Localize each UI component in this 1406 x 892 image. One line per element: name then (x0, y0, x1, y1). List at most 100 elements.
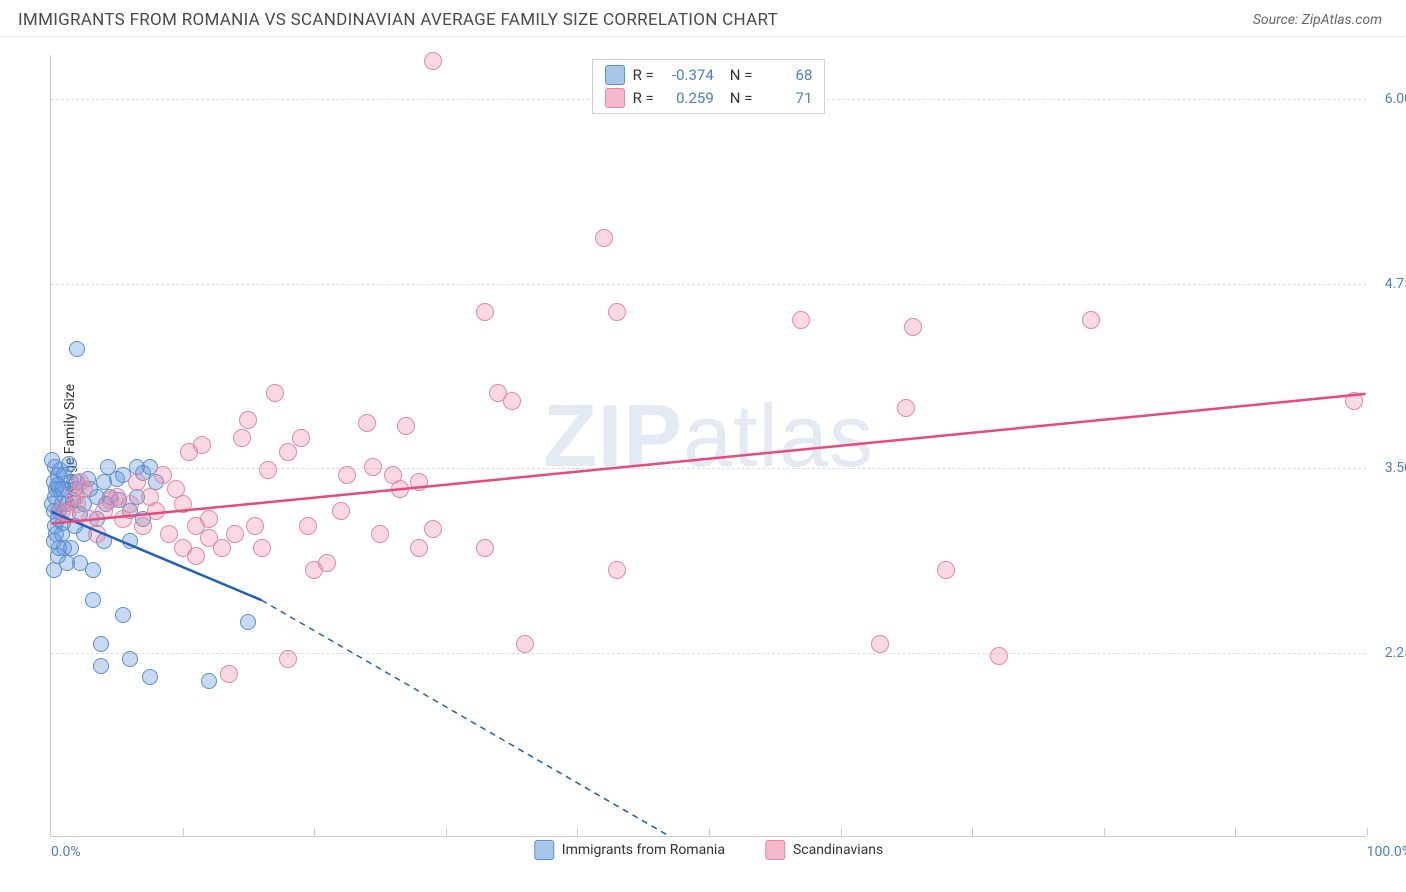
data-point (358, 414, 376, 432)
data-point (476, 539, 494, 557)
legend-item: Immigrants from Romania (534, 840, 725, 860)
data-point (122, 533, 138, 549)
data-point (792, 311, 810, 329)
stats-legend-row: R =-0.374 N =68 (605, 64, 813, 87)
data-point (259, 461, 277, 479)
data-point (85, 562, 101, 578)
x-axis-min: 0.0% (51, 844, 81, 860)
data-point (424, 520, 442, 538)
data-point (213, 539, 231, 557)
data-point (141, 488, 159, 506)
x-tick (841, 828, 842, 836)
data-point (51, 540, 67, 556)
x-tick (1235, 828, 1236, 836)
gridline (51, 284, 1366, 285)
data-point (71, 473, 89, 491)
data-point (201, 673, 217, 689)
data-point (279, 443, 297, 461)
data-point (233, 429, 251, 447)
stats-legend: R =-0.374 N =68 R =0.259 N =71 (592, 59, 826, 114)
data-point (503, 392, 521, 410)
data-point (142, 669, 158, 685)
data-point (220, 665, 238, 683)
data-point (305, 561, 323, 579)
data-point (167, 480, 185, 498)
data-point (1082, 311, 1100, 329)
data-point (240, 614, 256, 630)
data-point (410, 473, 428, 491)
data-point (154, 466, 172, 484)
r-value: -0.374 (662, 64, 714, 87)
data-point (246, 517, 264, 535)
data-point (85, 592, 101, 608)
x-tick (1367, 828, 1368, 836)
data-point (608, 303, 626, 321)
data-point (50, 477, 66, 493)
data-point (871, 635, 889, 653)
data-point (364, 458, 382, 476)
data-point (516, 635, 534, 653)
gridline (51, 653, 1366, 654)
y-tick-label: 6.00 (1385, 91, 1406, 107)
x-tick (577, 828, 578, 836)
stats-legend-row: R =0.259 N =71 (605, 87, 813, 110)
data-point (115, 607, 131, 623)
data-point (279, 650, 297, 668)
page-title: IMMIGRANTS FROM ROMANIA VS SCANDINAVIAN … (18, 10, 778, 30)
data-point (93, 658, 109, 674)
data-point (608, 561, 626, 579)
n-value: 71 (760, 87, 812, 110)
x-tick (1104, 828, 1105, 836)
data-point (58, 505, 76, 523)
data-point (332, 502, 350, 520)
x-tick (446, 828, 447, 836)
gridline (51, 468, 1366, 469)
data-point (397, 417, 415, 435)
trend-lines (51, 55, 1366, 836)
x-tick (314, 828, 315, 836)
data-point (134, 517, 152, 535)
data-point (410, 539, 428, 557)
data-point (88, 525, 106, 543)
data-point (109, 471, 125, 487)
data-point (299, 517, 317, 535)
series-legend: Immigrants from Romania Scandinavians (534, 840, 883, 860)
data-point (476, 303, 494, 321)
y-tick-label: 2.25 (1385, 645, 1406, 661)
data-point (108, 488, 126, 506)
data-point (266, 384, 284, 402)
swatch-icon (765, 840, 785, 860)
data-point (160, 525, 178, 543)
data-point (253, 539, 271, 557)
data-point (904, 318, 922, 336)
data-point (61, 456, 77, 472)
y-tick-label: 3.50 (1385, 460, 1406, 476)
data-point (122, 651, 138, 667)
swatch-icon (534, 840, 554, 860)
x-axis-max: 100.0% (1367, 844, 1406, 860)
legend-item: Scandinavians (765, 840, 883, 860)
data-point (128, 473, 146, 491)
x-tick (972, 828, 973, 836)
data-point (69, 341, 85, 357)
data-point (226, 525, 244, 543)
data-point (338, 466, 356, 484)
x-tick (183, 828, 184, 836)
data-point (93, 636, 109, 652)
swatch-icon (605, 65, 625, 85)
data-point (424, 52, 442, 70)
x-tick (709, 828, 710, 836)
legend-label: Immigrants from Romania (562, 842, 725, 858)
y-tick-label: 4.75 (1385, 276, 1406, 292)
data-point (595, 229, 613, 247)
swatch-icon (605, 88, 625, 108)
data-point (897, 399, 915, 417)
data-point (292, 429, 310, 447)
data-point (1345, 392, 1363, 410)
legend-label: Scandinavians (793, 842, 883, 858)
data-point (371, 525, 389, 543)
scatter-chart: ZIPatlas R =-0.374 N =68 R =0.259 N =71 … (50, 55, 1366, 837)
n-value: 68 (760, 64, 812, 87)
data-point (391, 480, 409, 498)
r-value: 0.259 (662, 87, 714, 110)
